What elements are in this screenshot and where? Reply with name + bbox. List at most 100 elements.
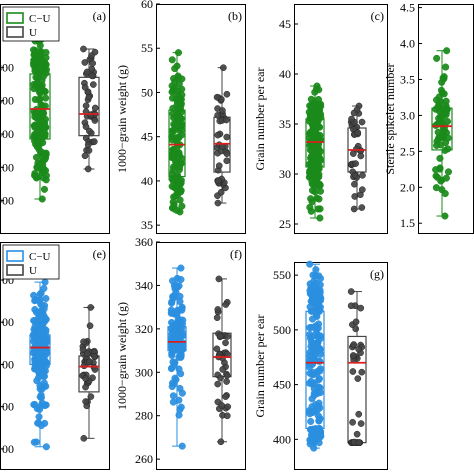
y-tick-label: 45	[141, 130, 153, 144]
panel-label: (a)	[93, 9, 106, 23]
data-point	[351, 172, 359, 179]
data-point	[436, 134, 444, 142]
data-point	[306, 379, 314, 387]
data-point	[219, 107, 226, 114]
data-point	[306, 363, 314, 371]
y-tick-label: 280	[135, 409, 153, 423]
data-point	[354, 129, 362, 136]
data-point	[347, 302, 355, 310]
data-point	[306, 280, 314, 288]
data-point	[172, 376, 180, 384]
panel-b: 35 40 45 50 55 60 1000−grain weight (g) (b)	[115, 0, 246, 234]
data-point	[316, 430, 324, 438]
data-point	[214, 177, 222, 184]
y-tick-label: 2.0	[400, 180, 415, 194]
data-point	[352, 325, 360, 333]
y-tick-label: 800	[0, 60, 14, 74]
data-point	[313, 116, 321, 124]
data-point	[353, 145, 360, 153]
data-point	[31, 364, 40, 372]
data-point	[35, 405, 44, 414]
data-point	[90, 138, 98, 145]
data-point	[41, 61, 49, 69]
data-point	[169, 277, 177, 285]
data-point	[348, 115, 355, 123]
y-tick-label: 600	[0, 94, 14, 108]
data-point	[85, 358, 93, 366]
series-blue	[167, 264, 187, 450]
panel-label: (c)	[371, 9, 384, 23]
data-point	[84, 88, 92, 96]
data-point	[315, 195, 323, 203]
data-point	[85, 147, 93, 154]
data-point	[169, 87, 177, 95]
data-point	[177, 186, 185, 194]
data-point	[310, 166, 318, 174]
data-point	[224, 333, 231, 340]
data-point	[216, 332, 224, 340]
data-point	[358, 204, 366, 211]
data-point	[305, 160, 313, 168]
data-point	[83, 350, 91, 358]
data-point	[316, 306, 324, 314]
data-point	[41, 278, 49, 286]
data-point	[433, 173, 442, 181]
data-point	[168, 382, 176, 391]
data-point	[174, 109, 182, 118]
y-axis-label: Grain number per ear	[253, 68, 267, 171]
data-point	[35, 128, 43, 136]
data-point	[432, 105, 440, 113]
y-axis-label: Grain number per ear	[253, 315, 267, 418]
data-point	[440, 126, 449, 134]
data-point	[350, 205, 358, 213]
data-point	[42, 294, 50, 303]
data-point	[168, 298, 176, 306]
data-point	[177, 275, 185, 284]
data-point	[308, 323, 316, 331]
y-tick-label: 50	[141, 85, 153, 99]
data-point	[41, 166, 50, 175]
data-point	[80, 338, 87, 346]
y-tick-label: 260	[135, 452, 153, 466]
data-point	[37, 289, 45, 297]
data-point	[39, 368, 48, 376]
data-point	[30, 85, 38, 93]
y-tick-label: 200	[0, 160, 14, 174]
data-point	[436, 154, 444, 162]
data-point	[168, 94, 177, 102]
data-point	[432, 184, 440, 192]
data-point	[38, 195, 46, 203]
y-tick-label: 40	[279, 67, 291, 81]
y-tick-label: 00	[2, 315, 14, 329]
data-point	[175, 365, 183, 373]
data-point	[350, 341, 358, 348]
data-point	[30, 59, 38, 67]
data-point	[351, 180, 358, 188]
y-tick-label: 400	[0, 127, 14, 141]
data-point	[169, 398, 177, 406]
data-point	[223, 412, 231, 420]
y-tick-label: 60	[141, 0, 153, 11]
data-point	[308, 315, 317, 323]
data-point	[170, 126, 178, 134]
legend-swatch	[6, 250, 24, 262]
data-point	[441, 190, 449, 198]
legend-label: U	[29, 27, 37, 39]
data-point	[213, 93, 221, 101]
data-point	[306, 172, 315, 180]
data-point	[307, 417, 315, 425]
panel-g: 400 450 500 550 Grain number per ear (g)	[253, 260, 388, 470]
data-point	[441, 146, 449, 154]
data-point	[307, 437, 315, 445]
data-point	[315, 375, 323, 383]
data-point	[176, 95, 184, 103]
data-point	[357, 304, 365, 312]
data-point	[215, 162, 223, 170]
y-tick-label: 3.0	[400, 108, 415, 122]
series-gray	[212, 275, 232, 446]
panel-f: 260 280 300 320 340 360 1000−grain weight (g) (…	[115, 235, 246, 470]
data-point	[82, 383, 89, 391]
data-point	[217, 374, 224, 382]
data-point	[309, 126, 317, 134]
